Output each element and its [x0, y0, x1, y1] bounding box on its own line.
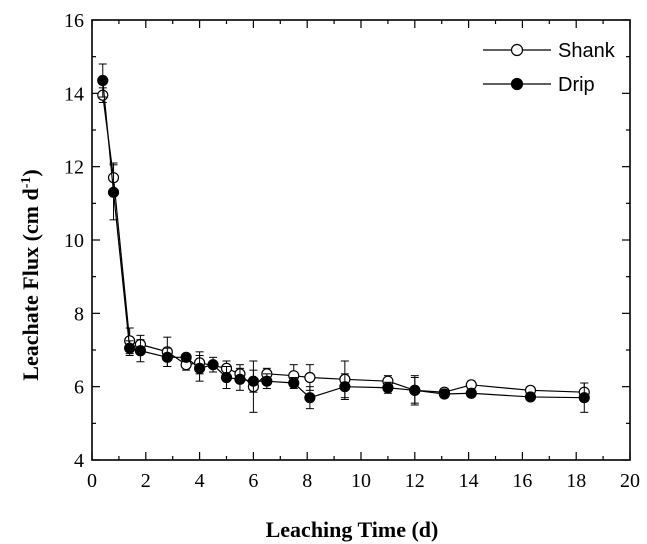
plot-border: [91, 19, 631, 461]
shank-line: [102, 95, 585, 393]
drip-line: [102, 80, 585, 399]
x-tick-label: 8: [302, 470, 312, 492]
drip-point: [124, 342, 136, 354]
drip-point: [107, 186, 120, 198]
legend-item-shank: Shank: [483, 40, 616, 62]
x-tick-label: 0: [87, 470, 97, 492]
drip-point: [134, 345, 147, 357]
y-tick-label: 16: [64, 10, 84, 32]
x-tick-label: 10: [351, 470, 371, 492]
drip-point: [247, 375, 259, 387]
y-tick-label: 8: [74, 303, 84, 325]
series-drip: [97, 63, 590, 413]
drip-point: [161, 351, 173, 363]
y-tick-label: 6: [74, 377, 84, 399]
drip-point: [180, 351, 192, 363]
x-tick-label: 16: [512, 470, 532, 492]
drip-point: [234, 373, 246, 385]
drip-point: [382, 382, 394, 394]
drip-point: [339, 381, 351, 393]
y-tick-label: 4: [74, 450, 84, 472]
legend-drip-marker: [510, 77, 524, 91]
x-axis-title: Leaching Time (d): [266, 517, 439, 542]
y-tick-label: 10: [64, 230, 84, 252]
drip-point: [578, 392, 590, 404]
drip-point: [524, 391, 537, 403]
drip-point: [220, 371, 233, 384]
x-tick-label: 18: [566, 470, 586, 492]
x-tick-label: 12: [405, 470, 425, 492]
y-tick-label: 14: [64, 83, 84, 105]
drip-point: [97, 74, 109, 87]
plot-frame: [91, 19, 631, 461]
drip-point: [261, 375, 273, 387]
drip-point: [438, 388, 450, 400]
y-axis-title-sup: -1: [19, 177, 34, 189]
y-axis-title-main: Leachate Flux (cm d: [18, 188, 43, 380]
legend-shank-label: Shank: [558, 40, 616, 62]
series-layer: [97, 63, 590, 413]
legend: Shank Drip: [483, 40, 616, 96]
x-tick-label: 2: [141, 470, 151, 492]
y-tick-label: 12: [64, 157, 84, 179]
x-tick-label: 14: [459, 470, 479, 492]
series-shank: [97, 87, 590, 413]
x-tick-label: 6: [248, 470, 258, 492]
drip-point: [465, 387, 477, 399]
x-tick-label: 20: [620, 470, 640, 492]
drip-point: [409, 384, 421, 396]
y-axis-title-close: ): [18, 169, 43, 176]
x-axis-ticks: 0 2 4 6 8 10 12 14 16 18 20: [87, 20, 640, 492]
x-tick-label: 4: [195, 470, 205, 492]
drip-point: [304, 392, 316, 404]
drip-point: [288, 377, 300, 389]
drip-point: [194, 362, 206, 374]
legend-drip-label: Drip: [558, 74, 595, 96]
legend-item-drip: Drip: [483, 74, 595, 96]
drip-point: [207, 359, 219, 371]
shank-point: [304, 371, 316, 384]
legend-shank-marker: [510, 43, 524, 57]
y-axis-ticks: 4 6 8 10 12 14 16: [64, 10, 630, 472]
y-axis-title: Leachate Flux (cm d-1): [18, 169, 43, 380]
